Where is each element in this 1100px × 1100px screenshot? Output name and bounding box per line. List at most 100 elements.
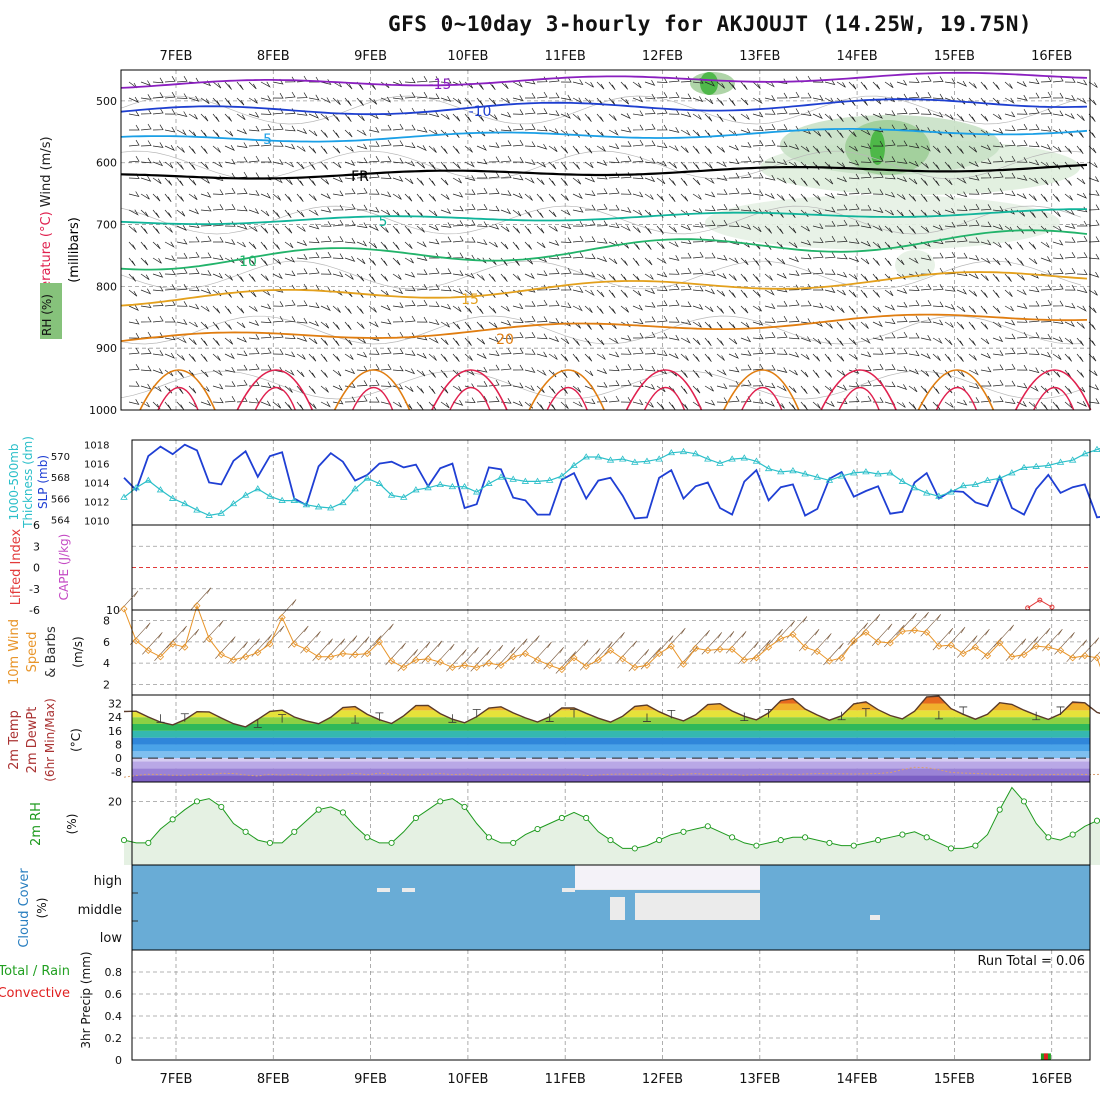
wind-barb: [500, 190, 512, 196]
wind-barb: [848, 159, 860, 166]
wind-barb: [716, 204, 728, 211]
wind-barb: [344, 174, 356, 180]
wind-barb: [692, 268, 704, 275]
wind-barb: [1028, 349, 1040, 355]
rh-legend-swatch: [40, 283, 62, 339]
wind-barb: [740, 188, 752, 195]
wind-barb: [140, 108, 152, 115]
wind-barb: [860, 289, 868, 299]
wind-barb: [320, 321, 330, 329]
thickness-marker: [314, 503, 323, 510]
thickness-marker: [339, 498, 347, 506]
wind-barb: [344, 113, 352, 122]
wind-barb: [728, 172, 740, 179]
wind-barb: [164, 385, 173, 394]
wind-barb: [512, 156, 524, 163]
wind-barb: [1088, 236, 1100, 243]
wind-barb: [236, 97, 245, 106]
wind-barb: [932, 161, 940, 170]
thickness-marker: [485, 479, 493, 486]
wind10-barb: [956, 635, 978, 658]
wind-barb: [1052, 177, 1060, 187]
wind-barb: [728, 187, 740, 195]
wind-barb: [404, 385, 414, 392]
wind-barb: [1040, 144, 1052, 150]
thickness-marker: [509, 475, 517, 482]
wind-barb: [716, 369, 727, 376]
wind-barb: [452, 288, 464, 295]
temperature-contour-label: 20: [496, 332, 514, 348]
wind-barb: [668, 353, 679, 360]
wind-barb: [164, 225, 173, 233]
rh2m-marker: [169, 816, 176, 823]
wind-barb: [632, 124, 644, 131]
wind-barb: [248, 305, 258, 312]
thickness-marker: [448, 482, 457, 490]
wind-barb: [368, 113, 379, 120]
wind-barb: [261, 156, 272, 163]
wind-barb: [968, 255, 980, 261]
wind-barb: [500, 348, 512, 355]
wind-barb: [800, 300, 812, 307]
wind-barb: [692, 337, 701, 346]
thickness-marker: [229, 499, 238, 507]
wind-barb: [1040, 108, 1052, 115]
wind-barb: [284, 270, 296, 277]
wind-barb: [1016, 401, 1027, 408]
wind-barb: [764, 193, 775, 200]
wind-barb: [536, 385, 545, 393]
wind-barb: [428, 369, 436, 378]
wind-barb: [980, 352, 992, 359]
wind-barb: [980, 113, 989, 122]
wind-barb: [524, 141, 536, 147]
wind-barb: [512, 400, 524, 407]
temp-band: [132, 696, 1090, 704]
wind-barb: [1052, 92, 1064, 99]
wind-barb: [1029, 300, 1040, 307]
rh2m-marker: [826, 839, 833, 846]
wind-barb: [392, 123, 404, 131]
wind-barb: [152, 193, 161, 202]
wind-barb: [692, 161, 700, 170]
wind-barb: [344, 396, 356, 403]
wind-barb: [680, 284, 692, 291]
thickness-marker: [1044, 461, 1053, 468]
wind-barb: [1076, 177, 1086, 185]
wind10-barb: [117, 590, 139, 614]
wind-barb: [596, 160, 608, 166]
wind-barb: [824, 177, 834, 185]
rh2m-marker: [218, 803, 225, 810]
wind10-marker: [801, 643, 809, 651]
wind-barb: [872, 241, 881, 249]
wind-barb: [788, 333, 800, 340]
wind-barb: [1028, 159, 1040, 166]
wind-barb: [992, 128, 1004, 134]
wind-barb: [680, 177, 688, 187]
wind-barb: [1076, 369, 1085, 378]
wind10-marker: [521, 649, 529, 658]
wind-barb: [152, 160, 164, 167]
wind-barb: [608, 273, 617, 282]
wind-barb: [632, 289, 642, 297]
wind-barb: [812, 223, 824, 230]
wind-barb: [176, 111, 188, 118]
wind-barb: [824, 337, 832, 346]
wind-barb: [248, 225, 258, 232]
wind-barb: [716, 337, 724, 346]
wind-barb: [824, 79, 836, 86]
wind-barb: [440, 193, 450, 200]
wind-barb: [212, 145, 221, 153]
wind10-marker: [643, 661, 651, 669]
wind-barb: [716, 383, 728, 390]
wind-barb: [392, 140, 404, 147]
wind-barb: [752, 363, 764, 371]
thickness-marker: [156, 486, 165, 493]
wind10-marker: [679, 660, 688, 668]
wind-barb: [428, 111, 440, 118]
wind-barb: [788, 108, 800, 115]
wind-barb: [164, 255, 176, 262]
wind-barb: [320, 193, 331, 200]
wind-barb: [236, 241, 246, 248]
temp-band: [132, 730, 1090, 738]
wind-barb: [236, 350, 248, 357]
